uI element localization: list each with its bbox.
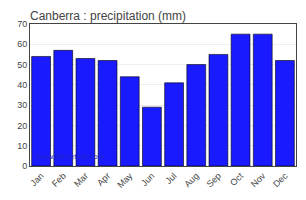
svg-text:40: 40 [17, 80, 27, 90]
svg-text:Sep: Sep [205, 171, 223, 189]
svg-text:60: 60 [17, 39, 27, 49]
svg-text:Mar: Mar [72, 171, 90, 189]
svg-text:Feb: Feb [50, 171, 68, 189]
svg-text:May: May [115, 170, 134, 189]
svg-text:Canberra : precipitation (mm): Canberra : precipitation (mm) [30, 9, 186, 23]
svg-text:50: 50 [17, 60, 27, 70]
svg-text:70: 70 [17, 19, 27, 29]
svg-text:Dec: Dec [271, 170, 290, 189]
svg-text:0: 0 [22, 161, 27, 171]
svg-text:Aug: Aug [182, 171, 200, 189]
svg-text:Apr: Apr [95, 171, 112, 188]
svg-text:Oct: Oct [228, 170, 245, 187]
svg-text:Jun: Jun [139, 171, 156, 188]
svg-text:10: 10 [17, 141, 27, 151]
svg-text:Jan: Jan [28, 171, 45, 188]
svg-text:Jul: Jul [163, 171, 178, 186]
svg-text:Nov: Nov [249, 170, 268, 189]
svg-text:www.allmetsat.com: www.allmetsat.com [35, 152, 105, 161]
svg-text:20: 20 [17, 121, 27, 131]
svg-text:30: 30 [17, 100, 27, 110]
